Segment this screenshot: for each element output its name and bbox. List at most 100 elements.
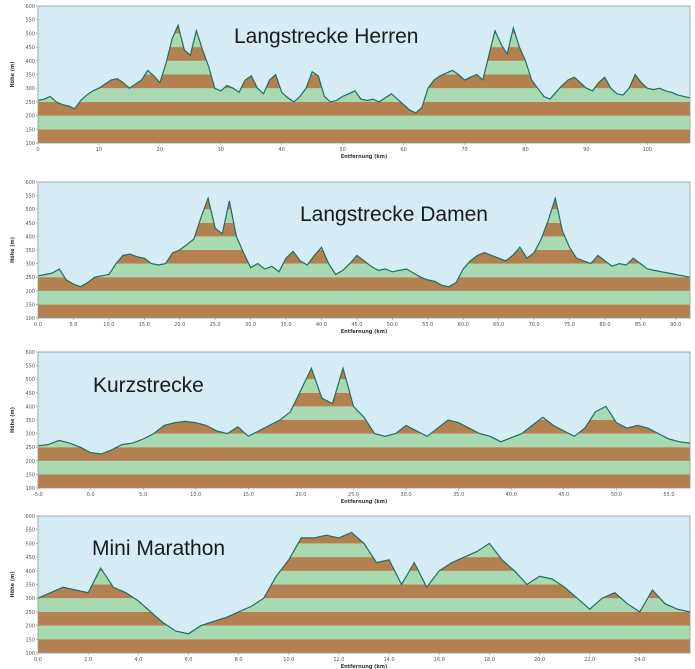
y-tick-label: 300 (25, 262, 35, 268)
y-tick-label: 500 (25, 207, 35, 213)
x-tick-label: 10.0 (103, 322, 114, 328)
y-tick-label: 400 (25, 59, 35, 65)
y-tick-label: 150 (25, 302, 35, 308)
y-tick-label: 600 (25, 180, 35, 186)
y-axis-label: Höhe (m) (10, 407, 16, 433)
x-tick-label: 40.0 (316, 322, 327, 328)
x-tick-label: 18.0 (484, 657, 495, 663)
y-tick-label: 350 (25, 583, 35, 589)
y-tick-label: 450 (25, 45, 35, 51)
y-tick-label: 300 (25, 596, 35, 602)
x-tick-label: 0.0 (34, 322, 42, 328)
x-tick-label: 25.0 (348, 492, 359, 498)
x-tick-label: 90.0 (670, 322, 681, 328)
y-axis-label: Höhe (m) (10, 571, 16, 597)
y-tick-label: 500 (25, 31, 35, 37)
x-tick-label: 2.0 (84, 657, 92, 663)
x-tick-label: 70.0 (529, 322, 540, 328)
y-tick-label: 250 (25, 100, 35, 106)
y-axis-label: Höhe (m) (10, 61, 16, 87)
y-tick-label: 150 (25, 637, 35, 643)
elevation-band (38, 290, 690, 305)
x-tick-label: 22.0 (584, 657, 595, 663)
x-tick-label: 85.0 (635, 322, 646, 328)
y-tick-label: 200 (25, 289, 35, 295)
x-axis-label: Entfernung (km) (341, 664, 388, 669)
elevation-band (38, 460, 690, 475)
x-tick-label: 45.0 (558, 492, 569, 498)
y-tick-label: 450 (25, 221, 35, 227)
y-tick-label: 100 (25, 486, 35, 492)
x-tick-label: 5.0 (69, 322, 77, 328)
chart-svg: 100 150 200 250 300 350 400 450 500 550 600 -5.0 0.0… (10, 350, 691, 505)
y-tick-label: 200 (25, 114, 35, 120)
y-tick-label: 250 (25, 445, 35, 451)
x-tick-label: 30 (218, 147, 224, 153)
x-tick-label: 5.0 (139, 492, 147, 498)
chart-svg: 100 150 200 250 300 350 400 450 500 550 600 0.0 5.0 1… (10, 180, 691, 335)
x-tick-label: 35.0 (453, 492, 464, 498)
x-tick-label: 25.0 (210, 322, 221, 328)
y-tick-label: 300 (25, 432, 35, 438)
x-tick-label: 0 (36, 147, 39, 153)
x-tick-label: 55.0 (663, 492, 674, 498)
y-tick-label: 350 (25, 73, 35, 79)
y-tick-label: 550 (25, 364, 35, 370)
elevation-band (38, 277, 690, 291)
elevation-band (38, 263, 690, 278)
elevation-profile-line (37, 366, 691, 455)
elevation-band (38, 447, 690, 461)
elevation-chart-mini-marathon: 100 150 200 250 300 350 400 450 500 550 600 0.0 2.0 4… (0, 508, 695, 669)
elevation-chart-langstrecke-damen: 100 150 200 250 300 350 400 450 500 550 600 0.0 5.0 1… (0, 170, 695, 335)
x-tick-label: 20.0 (295, 492, 306, 498)
chart-title: Langstrecke Herren (234, 25, 419, 48)
x-tick-label: 30.0 (400, 492, 411, 498)
y-tick-label: 600 (25, 514, 35, 520)
chart-svg: 100 150 200 250 300 350 400 450 500 550 600 0.0 2.0 4… (10, 514, 691, 669)
elevation-band (38, 101, 690, 116)
x-tick-label: 4.0 (134, 657, 142, 663)
elevation-profile-line (37, 23, 691, 114)
x-tick-label: 100 (643, 147, 653, 153)
x-tick-label: 12.0 (333, 657, 344, 663)
x-tick-label: -5.0 (33, 492, 43, 498)
x-tick-label: 75.0 (564, 322, 575, 328)
x-tick-label: 50.0 (611, 492, 622, 498)
x-tick-label: 14.0 (384, 657, 395, 663)
x-tick-label: 30.0 (245, 322, 256, 328)
y-tick-label: 400 (25, 234, 35, 240)
x-tick-label: 50 (339, 147, 345, 153)
x-tick-label: 6.0 (184, 657, 192, 663)
y-tick-label: 450 (25, 391, 35, 397)
y-tick-label: 400 (25, 569, 35, 575)
y-tick-label: 200 (25, 459, 35, 465)
y-tick-label: 550 (25, 528, 35, 534)
y-tick-label: 550 (25, 18, 35, 24)
x-tick-label: 20 (157, 147, 163, 153)
x-tick-label: 55.0 (422, 322, 433, 328)
y-tick-label: 100 (25, 316, 35, 322)
y-tick-label: 200 (25, 624, 35, 630)
x-tick-label: 10.0 (190, 492, 201, 498)
y-tick-label: 350 (25, 248, 35, 254)
y-axis-label: Höhe (m) (10, 237, 16, 263)
x-tick-label: 10.0 (283, 657, 294, 663)
elevation-profile-line (37, 531, 691, 635)
x-tick-label: 10 (96, 147, 102, 153)
elevation-band (38, 611, 690, 626)
x-tick-label: 40 (279, 147, 285, 153)
chart-title: Langstrecke Damen (300, 203, 488, 226)
x-tick-label: 45.0 (351, 322, 362, 328)
elevation-band (38, 129, 690, 143)
x-tick-label: 50.0 (387, 322, 398, 328)
elevation-band (38, 433, 690, 448)
x-tick-label: 80.0 (599, 322, 610, 328)
y-tick-label: 600 (25, 4, 35, 10)
x-axis-label: Entfernung (km) (341, 499, 388, 505)
x-tick-label: 70 (461, 147, 467, 153)
x-axis-label: Entfernung (km) (341, 154, 388, 160)
y-tick-label: 100 (25, 141, 35, 147)
x-tick-label: 15.0 (139, 322, 150, 328)
x-tick-label: 24.0 (634, 657, 645, 663)
elevation-chart-langstrecke-herren: 100 150 200 250 300 350 400 450 500 550 600 0 10 20 30… (0, 0, 695, 165)
